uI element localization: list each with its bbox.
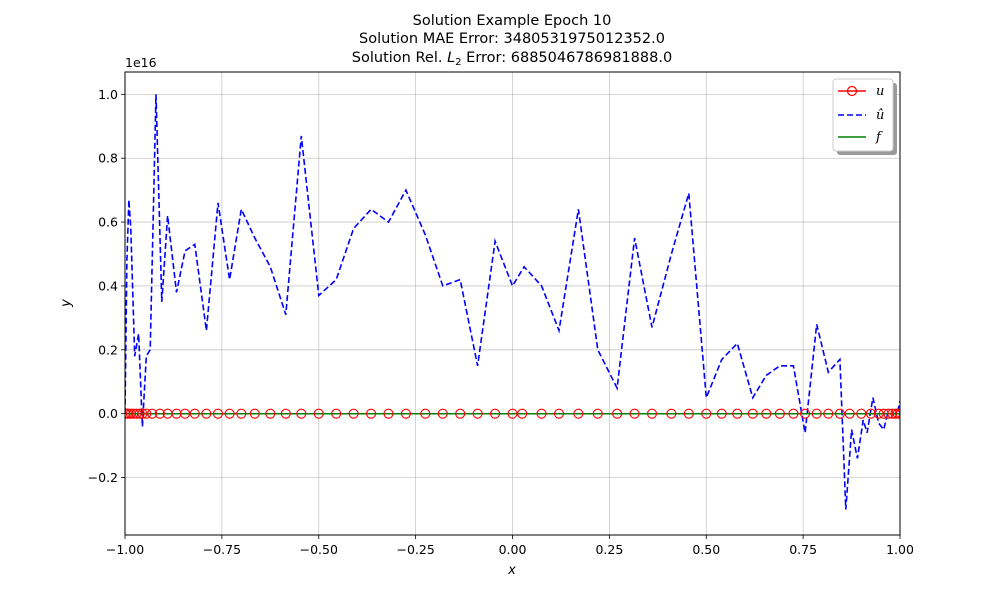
series-u-marker: [747, 408, 758, 419]
series-u-marker: [683, 408, 694, 419]
series-u-marker: [147, 408, 158, 419]
y-tick-label: 0.0: [98, 406, 118, 421]
series-u-marker: [823, 408, 834, 419]
title-line-2: Solution MAE Error: 3480531975012352.0: [359, 31, 665, 47]
x-tick-label: 1.00: [886, 542, 914, 557]
series-u-marker: [265, 408, 276, 419]
x-tick-label: 0.00: [499, 542, 527, 557]
series-u-marker: [490, 408, 501, 419]
series-u-marker: [894, 408, 900, 419]
series-u-marker: [180, 408, 191, 419]
x-axis-label: x: [507, 563, 516, 578]
series-u-marker: [592, 408, 603, 419]
series-u-marker: [331, 408, 342, 419]
series-u-marker: [811, 408, 822, 419]
y-tick-label: 0.8: [98, 151, 118, 166]
series-u-marker: [517, 408, 528, 419]
series-u-marker: [236, 408, 247, 419]
x-ticks: −1.00 −0.75 −0.50 −0.25 0.00 0.25 0.50 0.75 1.00: [106, 535, 914, 557]
series-u-marker: [224, 408, 235, 419]
legend: u û f: [832, 78, 897, 155]
legend-uhat-label: û: [876, 108, 884, 123]
series-u-marker: [348, 408, 359, 419]
x-tick-label: −0.25: [396, 542, 434, 557]
series-u-marker: [131, 408, 142, 419]
series-u-marker: [455, 408, 466, 419]
series-u-marker: [646, 408, 658, 419]
series-u-marker: [761, 408, 772, 419]
legend-u-label: u: [876, 84, 884, 99]
series-u-marker: [716, 408, 727, 419]
series-u-marker: [865, 408, 876, 419]
y-tick-label: 1.0: [98, 87, 118, 102]
series-u-marker: [280, 408, 291, 419]
y-offset-text: 1e16: [125, 55, 157, 70]
series-u-marker: [732, 408, 743, 419]
series-u-marker: [383, 408, 394, 419]
series-u-marker: [472, 408, 483, 419]
x-tick-label: 0.25: [595, 542, 623, 557]
title-l2-subscript: 2: [455, 57, 461, 68]
series-u-marker: [892, 408, 900, 419]
series-u-marker: [800, 408, 811, 419]
title-l2-after: Error: 6885046786981888.0: [462, 50, 673, 66]
series-u-marker: [553, 408, 565, 419]
series-u-marker: [856, 408, 867, 419]
y-tick-label: 0.4: [98, 278, 118, 293]
series-u-marker: [141, 408, 152, 419]
series-u-marker: [154, 408, 165, 419]
series-u-marker: [420, 408, 431, 419]
series-u-marker: [873, 408, 884, 419]
y-axis-label: y: [59, 299, 74, 308]
grid-lines: [124, 72, 901, 535]
series-u-marker: [437, 408, 448, 419]
chart-title: Solution Example Epoch 10 Solution MAE E…: [352, 13, 672, 68]
y-tick-label: 0.6: [98, 215, 118, 230]
series-u-marker: [189, 408, 200, 419]
series-u-marker: [887, 408, 898, 419]
series-u-marker: [249, 408, 260, 419]
series-u-marker: [400, 408, 411, 419]
series-u-marker: [536, 408, 547, 419]
x-tick-label: 0.75: [789, 542, 817, 557]
title-l2-symbol: L: [447, 50, 455, 66]
plot-frame: [124, 71, 901, 536]
legend-u-marker: [846, 85, 858, 97]
legend-box: [832, 78, 894, 152]
series-u-marker: [788, 408, 799, 419]
title-line-1: Solution Example Epoch 10: [413, 13, 612, 29]
legend-f-label: f: [875, 130, 883, 145]
series-u-marker: [844, 408, 855, 419]
x-tick-label: −0.50: [300, 542, 338, 557]
legend-entry-u: u: [838, 84, 884, 99]
series-u-marker: [296, 408, 307, 419]
series-uhat-line: [125, 94, 900, 510]
series-u-marker: [137, 408, 148, 419]
y-tick-label: 0.2: [98, 342, 118, 357]
y-tick-label: −0.2: [88, 470, 118, 485]
x-tick-label: −1.00: [106, 542, 144, 557]
series-u-marker: [507, 408, 518, 419]
series-u-marker: [612, 408, 623, 419]
series-u-marker: [212, 408, 224, 419]
legend-entry-f: f: [838, 130, 883, 145]
x-tick-label: −0.75: [203, 542, 241, 557]
title-l2-before: Solution Rel.: [352, 50, 447, 66]
x-tick-label: 0.50: [692, 542, 720, 557]
series-u-marker: [313, 408, 324, 419]
series-u-marker: [666, 408, 677, 419]
series-u-marker: [134, 408, 145, 419]
series-u-marker: [834, 408, 845, 419]
legend-entry-uhat: û: [838, 108, 884, 123]
series-layer: [125, 94, 900, 510]
y-ticks: −0.2 0.0 0.2 0.4 0.6 0.8 1.0: [88, 87, 125, 485]
series-u-marker: [629, 408, 640, 419]
series-u-marker: [366, 408, 377, 419]
series-u-marker: [573, 408, 584, 419]
series-u-marker: [201, 408, 212, 419]
title-line-3: Solution Rel. L2 Error: 6885046786981888…: [352, 50, 672, 68]
series-u-marker: [774, 408, 785, 419]
series-u-marker: [701, 408, 712, 419]
